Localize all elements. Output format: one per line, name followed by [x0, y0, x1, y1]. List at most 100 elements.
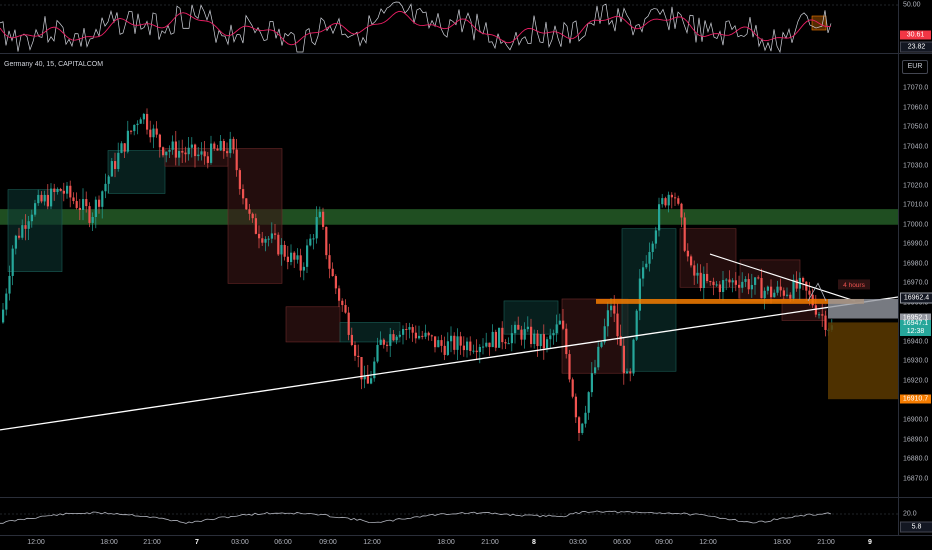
candle-body — [648, 252, 651, 264]
candle-body — [587, 392, 590, 413]
main-chart-pane[interactable]: 4 hours — [0, 54, 898, 497]
candle-body — [110, 161, 113, 177]
candle-body — [283, 244, 286, 257]
candle-body — [747, 279, 750, 290]
upper-indicator-plot — [0, 1, 898, 53]
candle-body — [530, 326, 533, 344]
currency-button[interactable]: EUR — [902, 60, 928, 74]
candle-body — [526, 326, 529, 330]
candle-body — [56, 188, 59, 192]
candle-body — [718, 284, 721, 292]
annotation-label: 4 hours — [843, 282, 865, 289]
lower-price-axis[interactable]: 20.0 5.8 — [898, 498, 932, 535]
candle-body — [312, 238, 315, 240]
candle-body — [520, 329, 523, 340]
candle-body — [437, 340, 440, 348]
candle-body — [206, 156, 209, 163]
candle-body — [248, 209, 251, 214]
candle-body — [725, 279, 728, 281]
time-tick-label: 8 — [532, 539, 536, 546]
price-tick-label: 16900.0 — [903, 416, 929, 424]
candle-body — [427, 332, 430, 336]
candle-body — [779, 286, 782, 291]
time-axis-separator — [0, 535, 932, 536]
upper-price-axis[interactable]: 50.00 30.61 23.82 — [898, 0, 932, 53]
price-tick-label: 16980.0 — [903, 260, 929, 268]
candle-body — [75, 201, 78, 208]
time-tick-label: 21:00 — [143, 539, 161, 546]
candle-body — [341, 300, 344, 306]
candle-body — [805, 281, 808, 291]
position-target — [828, 298, 898, 319]
pane-separator[interactable] — [0, 53, 932, 54]
candle-body — [203, 151, 206, 157]
candle-body — [485, 342, 488, 347]
candle-body — [91, 216, 94, 223]
candle-body — [709, 281, 712, 283]
candle-body — [610, 305, 613, 311]
upper-value-label-1: 30.61 — [900, 30, 931, 40]
candle-body — [37, 194, 40, 204]
supply-demand-zone — [0, 209, 898, 225]
stop-price-label: 16910.7 — [900, 394, 931, 404]
candle-body — [565, 328, 568, 355]
candle-body — [178, 151, 181, 158]
session-box — [107, 150, 166, 194]
candle-body — [690, 256, 693, 266]
candle-body — [693, 265, 696, 276]
price-label-box: 16952.1 — [900, 313, 931, 323]
candle-body — [152, 128, 155, 138]
lower-indicator-plot — [0, 510, 898, 524]
candle-body — [613, 305, 616, 314]
candle-body — [478, 346, 481, 353]
candle-body — [318, 211, 321, 218]
candle-body — [728, 279, 731, 283]
candle-body — [782, 290, 785, 296]
upper-indicator-pane[interactable] — [0, 0, 898, 53]
candle-body — [184, 152, 187, 155]
candle-body — [555, 324, 558, 334]
lower-indicator-pane[interactable] — [0, 498, 898, 535]
candle-body — [357, 355, 360, 357]
candle-body — [411, 327, 414, 333]
candle-body — [107, 176, 110, 184]
time-tick-label: 18:00 — [773, 539, 791, 546]
price-label-line: 16962.4 — [900, 292, 932, 304]
candle-body — [651, 243, 654, 253]
candle-body — [738, 284, 741, 288]
candle-body — [574, 396, 577, 418]
candle-body — [216, 148, 219, 151]
candle-body — [670, 194, 673, 198]
candle-body — [338, 288, 341, 301]
candle-body — [770, 286, 773, 298]
candle-body — [664, 198, 667, 206]
candle-body — [766, 286, 769, 291]
candle-body — [715, 284, 718, 286]
time-tick-label: 7 — [195, 539, 199, 546]
pane-separator[interactable] — [0, 497, 932, 498]
candle-body — [702, 273, 705, 288]
candle-body — [315, 217, 318, 239]
symbol-title[interactable]: Germany 40, 15, CAPITALCOM — [4, 61, 104, 68]
candle-body — [8, 275, 11, 294]
candle-body — [558, 320, 561, 325]
candle-body — [229, 138, 232, 154]
time-tick-label: 18:00 — [437, 539, 455, 546]
last-price-label: 16947.1 12:38 — [900, 320, 931, 337]
candle-body — [773, 292, 776, 298]
candle-body — [523, 329, 526, 340]
candle-body — [674, 197, 677, 199]
candle-body — [494, 331, 497, 348]
candle-body — [562, 320, 565, 329]
session-box — [164, 148, 229, 167]
candle-body — [136, 123, 139, 125]
candle-body — [590, 373, 593, 393]
upper-indicator-signal — [0, 10, 832, 46]
price-tick-label: 16890.0 — [903, 436, 929, 444]
candle-body — [53, 188, 56, 192]
main-price-axis[interactable]: EUR 17070.0 17060.0 17050.0 17040.0 17030.0 1… — [898, 54, 932, 497]
candle-body — [754, 277, 757, 285]
candle-body — [43, 194, 46, 202]
candle-body — [686, 250, 689, 257]
candle-body — [62, 190, 65, 194]
